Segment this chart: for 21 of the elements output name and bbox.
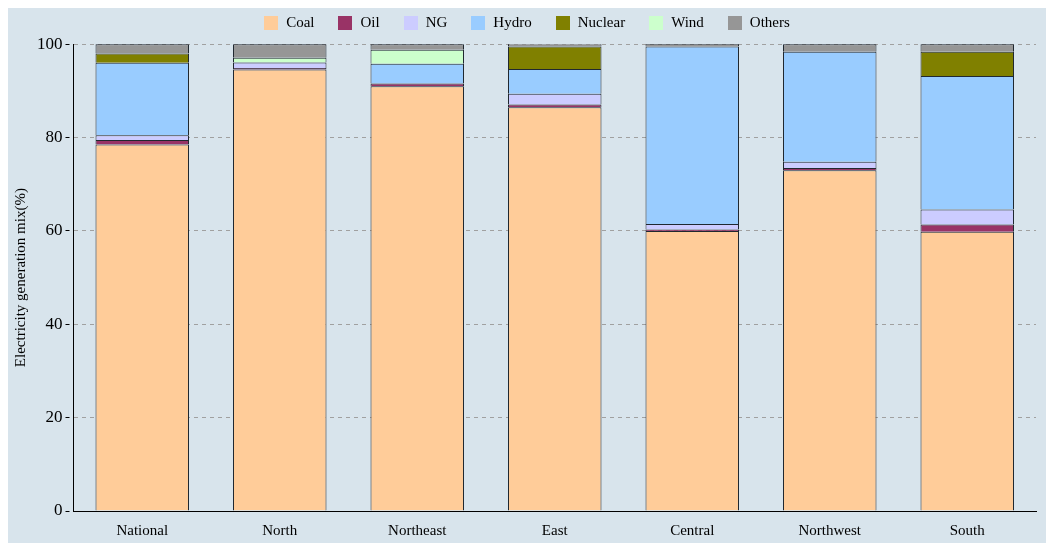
- legend-label: Others: [749, 14, 790, 31]
- legend-label: NG: [425, 14, 448, 31]
- legend-label: Oil: [360, 14, 380, 31]
- x-tick-label: South: [949, 521, 986, 538]
- x-tick-label: North: [262, 521, 298, 538]
- legend-label: Nuclear: [577, 14, 626, 31]
- y-tick-label: 60: [45, 220, 63, 240]
- x-tick-label: Northeast: [388, 521, 448, 538]
- x-tick-label: Central: [670, 521, 715, 538]
- legend-label: Hydro: [493, 14, 532, 31]
- y-tick-label: 100: [37, 33, 63, 53]
- y-tick-label: 0: [54, 500, 63, 520]
- x-tick-label: National: [116, 521, 169, 538]
- x-tick-label: East: [541, 521, 569, 538]
- y-tick-label: 80: [45, 127, 63, 147]
- x-tick-label: Northwest: [798, 521, 862, 538]
- legend-label: Wind: [671, 14, 704, 31]
- y-tick-label: 40: [45, 313, 63, 333]
- y-tick-label: 20: [45, 407, 63, 427]
- legend-label: Coal: [286, 14, 315, 31]
- y-axis-title: Electricity generation mix(%): [11, 188, 29, 368]
